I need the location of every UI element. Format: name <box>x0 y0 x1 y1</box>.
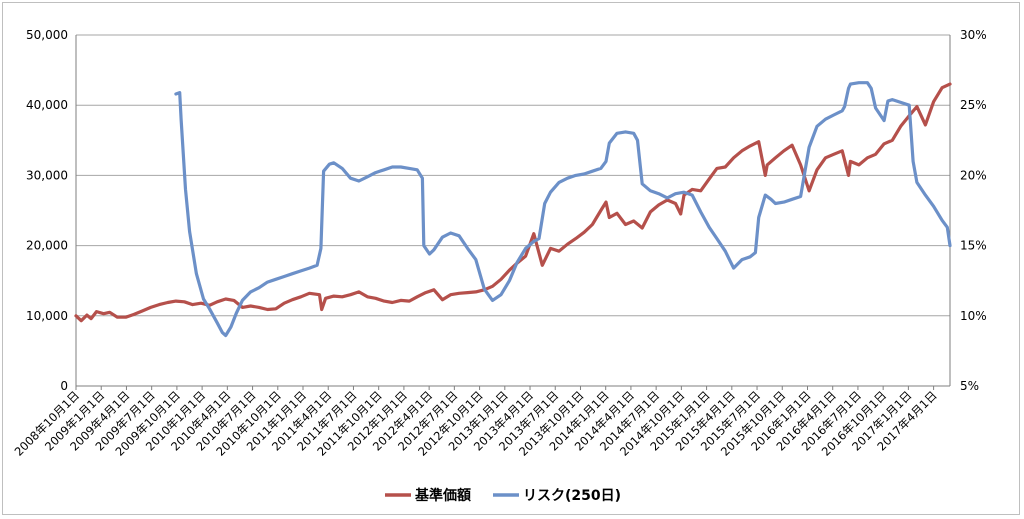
right-y-tick-label: 5% <box>960 379 979 393</box>
gridlines <box>76 34 950 387</box>
right-y-tick-label: 15% <box>960 239 987 253</box>
right-y-tick-label: 25% <box>960 98 987 112</box>
series-line-2 <box>174 81 952 338</box>
series-line-1 <box>74 82 952 323</box>
legend-label-1: 基準価額 <box>415 487 471 504</box>
left-y-axis-ticks: 50,000 40,000 30,000 20,000 10,000 0 <box>26 28 68 393</box>
left-y-tick-label: 50,000 <box>26 28 68 42</box>
x-axis: 2008年10月1日2009年1月1日2009年4月1日2009年7月1日200… <box>12 35 951 459</box>
right-y-tick-label: 10% <box>960 309 987 323</box>
right-y-tick-label: 30% <box>960 28 987 42</box>
left-y-tick-label: 0 <box>60 379 68 393</box>
left-y-tick-label: 10,000 <box>26 309 68 323</box>
legend: 基準価額 リスク(250日) <box>385 487 621 504</box>
series-lines <box>74 81 952 338</box>
legend-label-2: リスク(250日) <box>523 488 621 504</box>
right-y-axis-ticks: 30% 25% 20% 15% 10% 5% <box>960 28 987 393</box>
right-y-tick-label: 20% <box>960 168 987 182</box>
left-y-tick-label: 30,000 <box>26 168 68 182</box>
left-y-tick-label: 20,000 <box>26 239 68 253</box>
left-y-tick-label: 40,000 <box>26 98 68 112</box>
